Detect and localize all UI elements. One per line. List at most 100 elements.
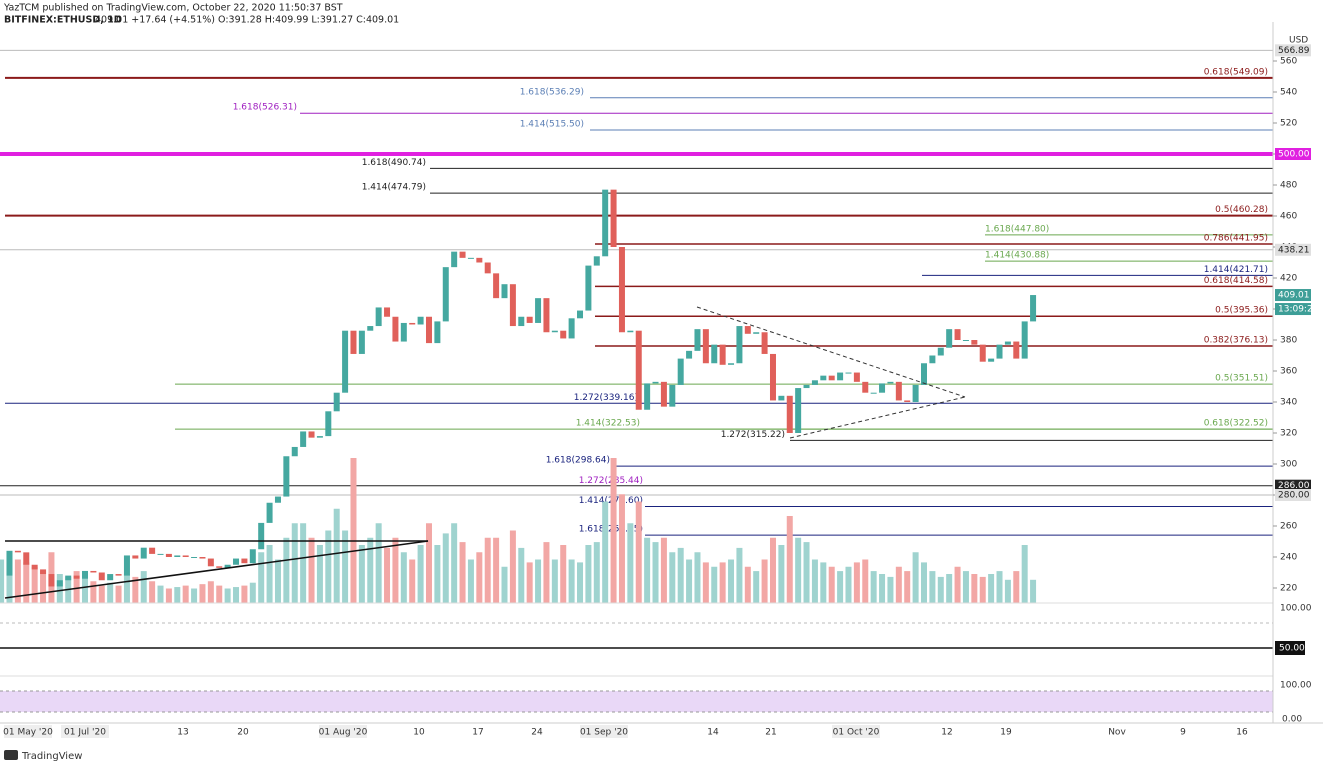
candle [434,321,441,344]
candle [694,329,701,351]
candle [233,558,240,565]
candle [392,316,399,342]
candle [543,298,550,333]
candle [73,575,80,579]
date-label: 24 [531,728,543,738]
candle [778,395,785,401]
volume-bar [1013,571,1020,603]
fib-label: 1.414(322.53) [576,419,640,429]
stoch-bottom: 0.00 [1282,715,1302,725]
candle [484,262,491,274]
fib-label: 1.618(490.74) [362,158,426,168]
fib-label: 0.618(549.09) [1204,67,1268,77]
candle [459,251,466,258]
candle [384,307,391,317]
volume-bar [996,571,1003,603]
candle [929,355,936,364]
volume-bar [870,571,877,603]
candle [937,347,944,356]
candle [342,330,349,393]
rsi-top: 100.00 [1280,604,1312,614]
marker-label: 280.00 [1278,491,1310,501]
candle [803,384,810,389]
candle [870,392,877,394]
candle [744,326,751,334]
price-tick-label: 220 [1280,584,1297,594]
candle [786,395,793,433]
volume-bar [669,552,676,603]
volume-bar [409,559,416,603]
candle [518,316,525,327]
price-tick-label: 240 [1280,553,1297,563]
price-tick-label: 420 [1280,274,1297,284]
volume-bar [6,552,13,603]
candle [577,310,584,319]
candle [879,383,886,393]
rsi-mid-box [1275,641,1305,655]
volume-bar [82,576,88,603]
fib-label: 1.414(430.88) [985,251,1049,261]
volume-bar [1004,579,1011,603]
fib-label: 1.414(515.50) [520,119,584,129]
candle [954,329,961,340]
volume-bar [98,585,105,603]
candle [165,553,172,557]
candle [946,329,953,348]
volume-bar [778,545,785,603]
candle [769,353,776,401]
volume-bar [635,501,642,603]
volume-bar [879,574,886,603]
candle [333,392,340,412]
candle [157,553,164,555]
volume-bar [803,542,810,603]
candle [266,502,273,523]
volume-bar [937,576,944,603]
fib-label: 1.618(536.29) [520,87,584,97]
volume-bar [165,588,172,603]
candle [837,372,844,381]
marker-label: 566.89 [1278,46,1310,56]
candle [753,332,760,334]
volume-bar [0,559,5,603]
volume-bar [266,545,273,603]
volume-bar [174,587,181,603]
fib-label: 0.5(351.51) [1215,374,1268,384]
candle [862,381,869,393]
volume-bar [40,571,47,603]
volume-bar [375,523,382,603]
candle [6,550,13,576]
volume-bar [895,566,902,603]
volume-bar [686,559,693,603]
candle [224,564,231,568]
volume-bar [283,537,290,603]
volume-bar [677,547,684,603]
volume-bar [207,581,214,603]
volume-bar [618,494,625,603]
candle [90,570,97,573]
volume-bar [837,571,844,603]
marker-box [1275,289,1311,302]
volume-bar [795,537,802,603]
volume-bar [526,562,533,603]
volume-bar [1021,545,1028,603]
candle [652,381,659,384]
volume-bar [988,574,995,603]
candle [644,383,651,410]
fib-label: 1.414(474.79) [362,183,426,193]
date-label: 10 [413,728,425,738]
fib-label: 1.618(447.80) [985,224,1049,234]
candle [182,555,189,557]
volume-bar [451,523,458,603]
volume-bar [434,545,441,603]
volume-bar [107,582,114,603]
marker-box [1275,44,1311,57]
candle [65,575,72,581]
date-axis: 01 May '20 01 Jul '20 13 20 01 Aug '20 10 17 24… [3,725,1248,738]
levels: 0.618(549.09) 1.618(536.29) 1.618(526.31) 1… [0,49,1273,536]
candle [316,436,323,438]
volume-bar [954,566,961,603]
volume-bar [912,552,919,603]
candle [820,375,827,381]
volume-bar [904,571,911,603]
